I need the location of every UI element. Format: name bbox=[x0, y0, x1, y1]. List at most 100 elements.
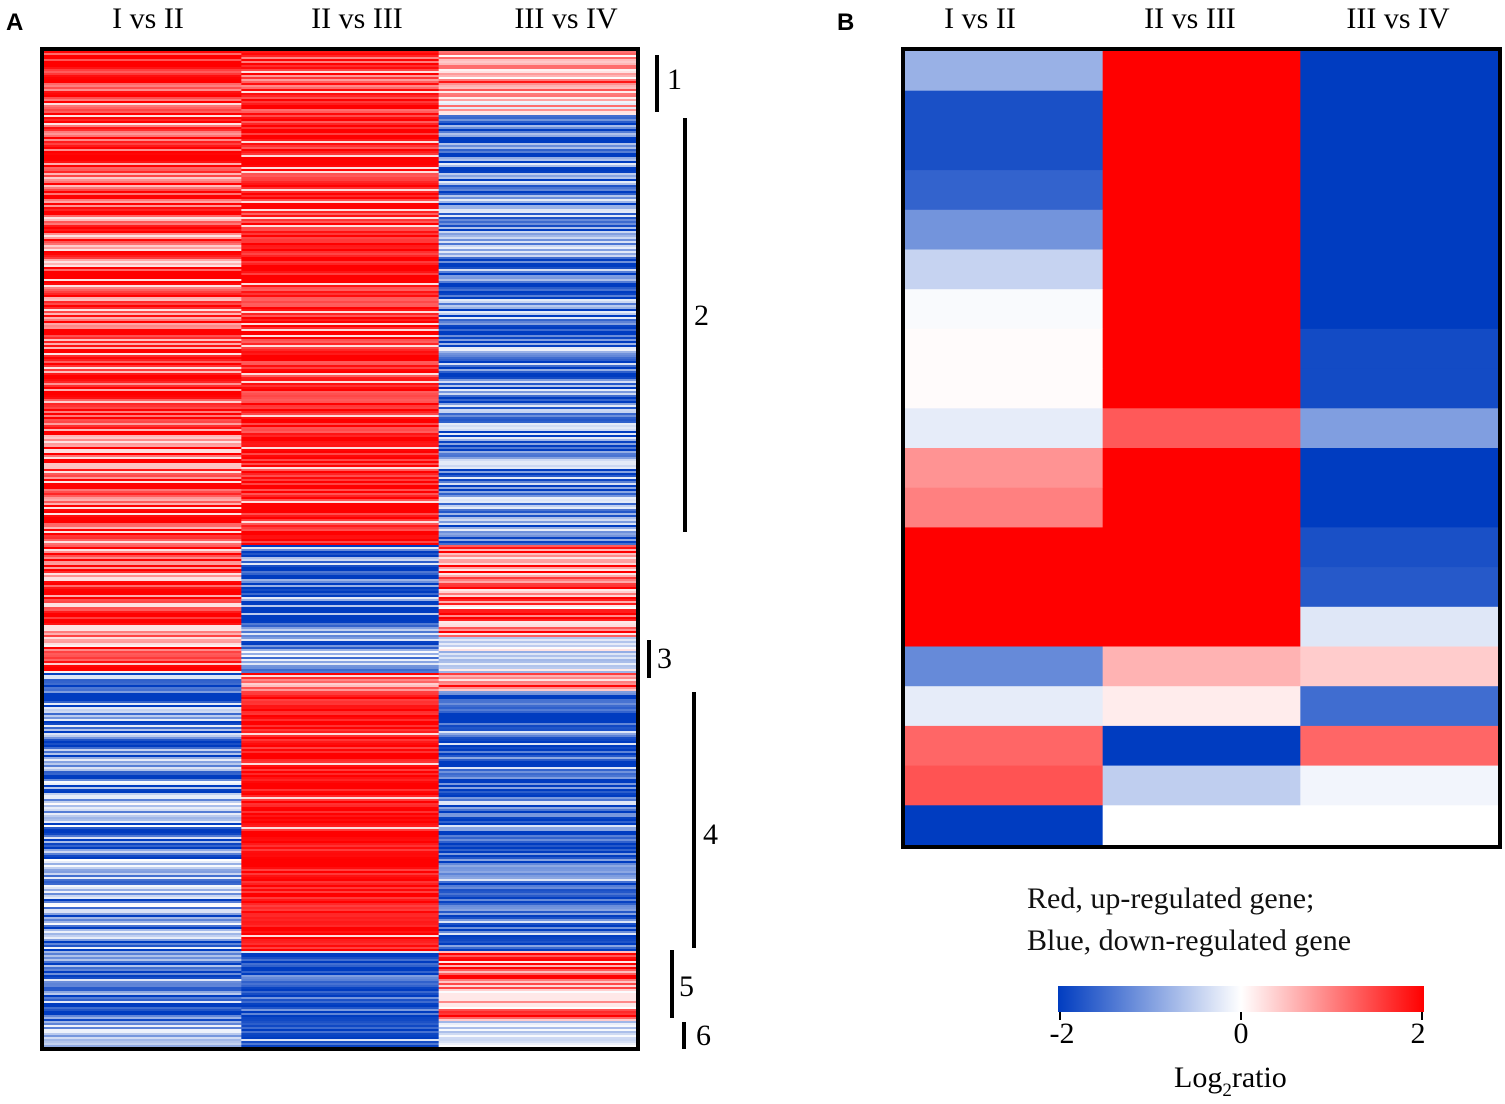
heatmap-a-cell bbox=[241, 265, 440, 268]
heatmap-a-cell bbox=[438, 891, 637, 894]
heatmap-a-cell bbox=[44, 889, 242, 892]
heatmap-a-cell bbox=[241, 731, 440, 734]
heatmap-a-cell bbox=[241, 469, 440, 472]
heatmap-a-cell bbox=[241, 247, 440, 250]
heatmap-a-cell bbox=[44, 775, 242, 778]
heatmap-b-cell bbox=[905, 646, 1104, 687]
heatmap-a-cell bbox=[241, 419, 440, 422]
heatmap-a-cell bbox=[438, 627, 637, 630]
heatmap-a-cell bbox=[241, 215, 440, 218]
panel-a-column-header: I vs II bbox=[112, 2, 184, 35]
heatmap-a-cell bbox=[438, 279, 637, 282]
panel-b-letter: B bbox=[837, 9, 854, 36]
heatmap-a-cell bbox=[438, 803, 637, 806]
heatmap-a-cell bbox=[44, 911, 242, 914]
heatmap-a-cell bbox=[241, 443, 440, 446]
heatmap-a-cell bbox=[44, 1001, 242, 1004]
heatmap-a-cell bbox=[438, 609, 637, 612]
heatmap-a-cell bbox=[241, 519, 440, 522]
heatmap-a-cell bbox=[241, 719, 440, 722]
heatmap-a-cell bbox=[44, 55, 242, 58]
heatmap-a-cell bbox=[241, 429, 440, 432]
heatmap-a-cell bbox=[44, 85, 242, 88]
heatmap-a-cell bbox=[44, 67, 242, 70]
heatmap-a-cell bbox=[241, 677, 440, 680]
heatmap-a-cell bbox=[241, 937, 440, 940]
heatmap-a-cell bbox=[438, 791, 637, 794]
heatmap-a-cell bbox=[438, 939, 637, 942]
heatmap-a-cell bbox=[438, 77, 637, 80]
heatmap-a-cell bbox=[241, 407, 440, 410]
heatmap-a-cell bbox=[438, 841, 637, 844]
heatmap-a-cell bbox=[44, 879, 242, 882]
heatmap-a-cell bbox=[241, 895, 440, 898]
heatmap-a-cell bbox=[438, 379, 637, 382]
heatmap-a-cell bbox=[241, 169, 440, 172]
heatmap-a-cell bbox=[241, 67, 440, 70]
heatmap-a-cell bbox=[44, 149, 242, 152]
heatmap-a-cell bbox=[438, 817, 637, 820]
heatmap-a-cell bbox=[241, 427, 440, 430]
heatmap-a-cell bbox=[241, 239, 440, 242]
heatmap-a-cell bbox=[44, 781, 242, 784]
heatmap-a-cell bbox=[44, 123, 242, 126]
heatmap-a-cell bbox=[44, 343, 242, 346]
heatmap-a-cell bbox=[241, 959, 440, 962]
heatmap-a-cell bbox=[241, 805, 440, 808]
heatmap-a-cell bbox=[44, 1021, 242, 1024]
heatmap-a-cell bbox=[44, 387, 242, 390]
heatmap-a-cell bbox=[438, 529, 637, 532]
heatmap-a-cell bbox=[44, 809, 242, 812]
heatmap-a-cell bbox=[241, 287, 440, 290]
heatmap-a-cell bbox=[438, 585, 637, 588]
heatmap-a-cell bbox=[241, 857, 440, 860]
heatmap-a-cell bbox=[438, 541, 637, 544]
heatmap-b-cell bbox=[1300, 527, 1499, 568]
heatmap-b-cell bbox=[1300, 567, 1499, 608]
heatmap-a-cell bbox=[241, 63, 440, 66]
heatmap-a-cell bbox=[241, 219, 440, 222]
heatmap-a-cell bbox=[241, 873, 440, 876]
heatmap-a-cell bbox=[241, 311, 440, 314]
heatmap-a-cell bbox=[44, 767, 242, 770]
heatmap-a-cell bbox=[438, 597, 637, 600]
heatmap-a-cell bbox=[241, 769, 440, 772]
heatmap-a-cell bbox=[44, 635, 242, 638]
heatmap-a-cell bbox=[44, 169, 242, 172]
heatmap-a-cell bbox=[241, 547, 440, 550]
heatmap-a-cell bbox=[438, 189, 637, 192]
heatmap-a-cell bbox=[44, 1019, 242, 1022]
heatmap-a-cell bbox=[44, 209, 242, 212]
heatmap-a-cell bbox=[44, 839, 242, 842]
heatmap-a-cell bbox=[438, 661, 637, 664]
heatmap-a-cell bbox=[44, 285, 242, 288]
heatmap-a-cell bbox=[241, 123, 440, 126]
heatmap-a-cell bbox=[44, 377, 242, 380]
heatmap-a-cell bbox=[438, 525, 637, 528]
heatmap-a-cell bbox=[438, 635, 637, 638]
heatmap-a-cell bbox=[44, 167, 242, 170]
heatmap-a-cell bbox=[438, 929, 637, 932]
heatmap-a-cell bbox=[438, 471, 637, 474]
heatmap-a-cell bbox=[44, 87, 242, 90]
heatmap-a-cell bbox=[438, 545, 637, 548]
heatmap-a-cell bbox=[438, 109, 637, 112]
heatmap-a-cell bbox=[438, 615, 637, 618]
heatmap-a-cell bbox=[44, 575, 242, 578]
heatmap-a-cell bbox=[44, 627, 242, 630]
heatmap-a-cell bbox=[44, 271, 242, 274]
heatmap-a-cell bbox=[241, 697, 440, 700]
heatmap-a-cell bbox=[44, 539, 242, 542]
heatmap-a-cell bbox=[44, 421, 242, 424]
heatmap-a-cell bbox=[44, 235, 242, 238]
heatmap-a-cell bbox=[241, 57, 440, 60]
heatmap-a-cell bbox=[241, 685, 440, 688]
heatmap-a-cell bbox=[241, 591, 440, 594]
heatmap-a-cell bbox=[241, 617, 440, 620]
heatmap-a-cell bbox=[438, 509, 637, 512]
heatmap-a-cell bbox=[44, 943, 242, 946]
heatmap-a-cell bbox=[241, 667, 440, 670]
heatmap-a-cell bbox=[438, 623, 637, 626]
heatmap-a-cell bbox=[44, 253, 242, 256]
heatmap-a-cell bbox=[438, 725, 637, 728]
